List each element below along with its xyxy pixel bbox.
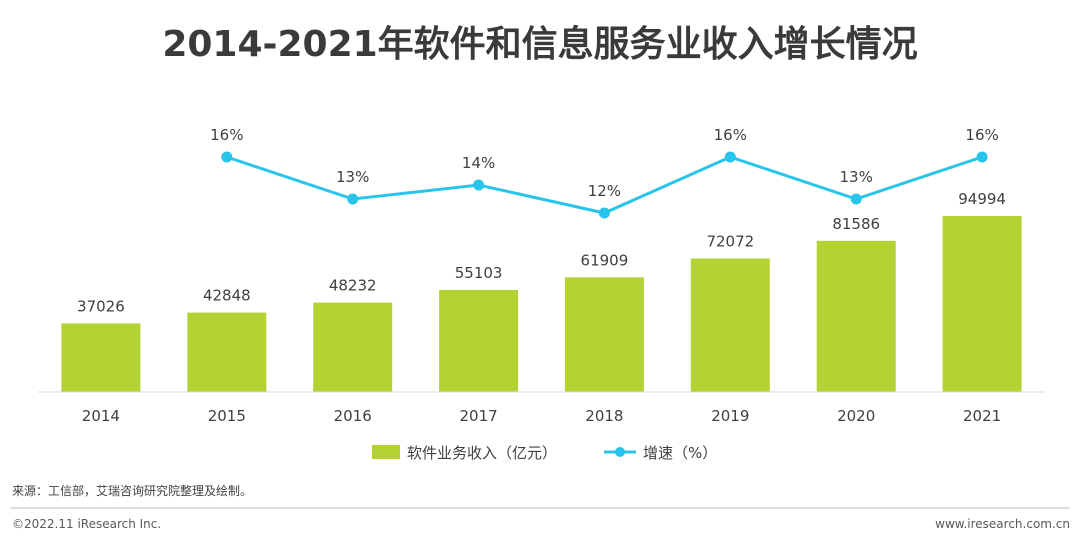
bar-value-label-2020: 81586 (832, 215, 880, 233)
bar-value-label-2015: 42848 (203, 287, 251, 305)
growth-label-2018: 12% (588, 182, 621, 200)
bar-2018 (564, 277, 644, 392)
growth-point-2021 (976, 151, 988, 163)
growth-point-2017 (473, 179, 485, 191)
legend-bar-label: 软件业务收入（亿元） (407, 444, 557, 462)
website-text: www.iresearch.com.cn (935, 517, 1070, 531)
bar-2016 (313, 302, 393, 392)
bar-2014 (61, 323, 141, 392)
growth-point-2019 (724, 151, 736, 163)
x-tick-label-2014: 2014 (82, 407, 120, 425)
bar-2015 (187, 312, 267, 392)
legend-line-label: 增速（%） (643, 444, 717, 462)
growth-line-layer: 16% 13% 14% 12% 16% 13% 16% (210, 126, 999, 219)
legend-line-marker (615, 447, 625, 457)
growth-point-2020 (850, 193, 862, 205)
growth-point-2016 (347, 193, 359, 205)
growth-point-2015 (221, 151, 233, 163)
legend-bar-swatch (372, 445, 400, 459)
bar-2020 (816, 240, 896, 392)
bar-2021 (942, 216, 1022, 392)
legend: 软件业务收入（亿元） 增速（%） (372, 444, 717, 462)
bar-2019 (690, 258, 770, 392)
chart-title: 2014-2021年软件和信息服务业收入增长情况 (162, 24, 917, 65)
bar-value-label-2014: 37026 (77, 297, 125, 315)
bar-value-label-2019: 72072 (706, 233, 754, 251)
x-tick-label-2020: 2020 (837, 407, 875, 425)
x-tick-label-2017: 2017 (460, 407, 498, 425)
x-tick-labels: 2014 2015 2016 2017 2018 2019 2020 2021 (82, 407, 1001, 425)
growth-label-2015: 16% (210, 126, 243, 144)
growth-label-2016: 13% (336, 168, 369, 186)
x-tick-label-2019: 2019 (711, 407, 749, 425)
bar-value-label-2021: 94994 (958, 190, 1006, 208)
growth-label-2017: 14% (462, 154, 495, 172)
growth-label-2021: 16% (965, 126, 998, 144)
x-tick-label-2018: 2018 (585, 407, 623, 425)
bar-value-label-2016: 48232 (329, 277, 377, 295)
growth-label-2020: 13% (840, 168, 873, 186)
bar-2017 (439, 289, 519, 392)
growth-point-2018 (598, 207, 610, 219)
x-tick-label-2015: 2015 (208, 407, 246, 425)
x-tick-label-2016: 2016 (334, 407, 372, 425)
bar-value-label-2017: 55103 (455, 264, 503, 282)
source-note: 来源：工信部，艾瑞咨询研究院整理及绘制。 (12, 483, 252, 498)
bar-value-label-2018: 61909 (581, 251, 629, 269)
bars-layer: 37026 42848 48232 55103 61909 72072 81586 94994 (61, 190, 1022, 392)
growth-label-2019: 16% (714, 126, 747, 144)
copyright-text: ©2022.11 iResearch Inc. (12, 517, 161, 531)
x-tick-label-2021: 2021 (963, 407, 1001, 425)
